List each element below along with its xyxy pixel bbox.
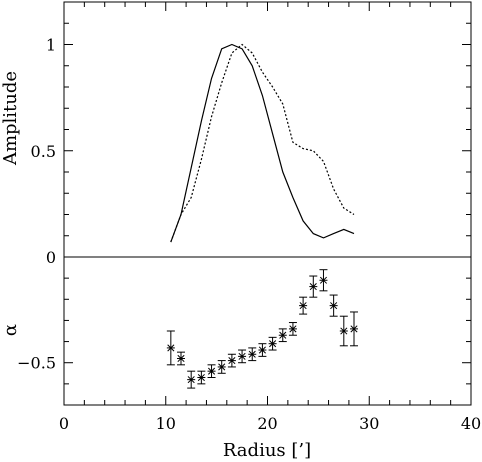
asterisk-marker: [269, 340, 277, 348]
alpha-point: [207, 364, 216, 379]
y-tick-label: −0.5: [17, 354, 56, 373]
asterisk-marker: [309, 283, 317, 291]
alpha-point: [227, 353, 236, 368]
alpha-point: [238, 349, 247, 364]
asterisk-marker: [299, 302, 307, 310]
alpha-point: [217, 360, 226, 374]
alpha-panel-frame: [63, 256, 472, 406]
alpha-point: [349, 311, 358, 347]
asterisk-marker: [350, 325, 358, 333]
asterisk-marker: [207, 367, 216, 375]
asterisk-marker: [228, 357, 236, 365]
asterisk-marker: [197, 373, 205, 382]
alpha-point: [339, 315, 348, 347]
alpha-point: [177, 351, 186, 366]
asterisk-marker: [330, 302, 338, 310]
x-tick-label: 10: [156, 414, 176, 433]
alpha-point: [268, 336, 277, 351]
dotted-amplitude-line: [170, 43, 355, 243]
solid-amplitude-line: [170, 43, 355, 243]
amplitude-axis-label: Amplitude: [0, 71, 21, 166]
x-tick-label: 30: [359, 414, 379, 433]
alpha-point: [187, 370, 196, 389]
alpha-point: [309, 275, 318, 298]
asterisk-marker: [238, 352, 246, 360]
x-tick-label: 20: [257, 414, 277, 433]
asterisk-marker: [248, 350, 256, 358]
asterisk-marker: [177, 354, 185, 363]
alpha-point: [288, 322, 297, 336]
asterisk-marker: [340, 327, 348, 335]
asterisk-marker: [289, 325, 297, 333]
radius-axis-label: Radius [’]: [223, 440, 311, 461]
asterisk-marker: [319, 276, 328, 284]
amplitude-panel: 00.51: [31, 1, 472, 267]
asterisk-marker: [167, 344, 175, 352]
asterisk-marker: [279, 331, 287, 339]
alpha-point: [197, 370, 206, 385]
y-tick-label: 1: [46, 36, 56, 55]
alpha-point: [329, 294, 338, 317]
x-tick-label: 40: [461, 414, 481, 433]
asterisk-marker: [258, 346, 266, 354]
alpha-point: [248, 347, 257, 362]
alpha-axis-label: α: [0, 324, 21, 336]
asterisk-marker: [218, 363, 226, 371]
amplitude-panel-frame: [63, 1, 472, 258]
alpha-point: [258, 343, 267, 357]
alpha-panel: −0.5 0 10 20 30 40: [17, 256, 481, 433]
alpha-point: [166, 330, 175, 366]
y-tick-label: 0.5: [31, 142, 56, 161]
alpha-point: [278, 328, 287, 343]
alpha-point: [299, 296, 308, 315]
alpha-point: [319, 269, 328, 292]
asterisk-marker: [187, 376, 195, 384]
y-tick-label: 0: [46, 248, 56, 267]
x-tick-label: 0: [59, 414, 69, 433]
